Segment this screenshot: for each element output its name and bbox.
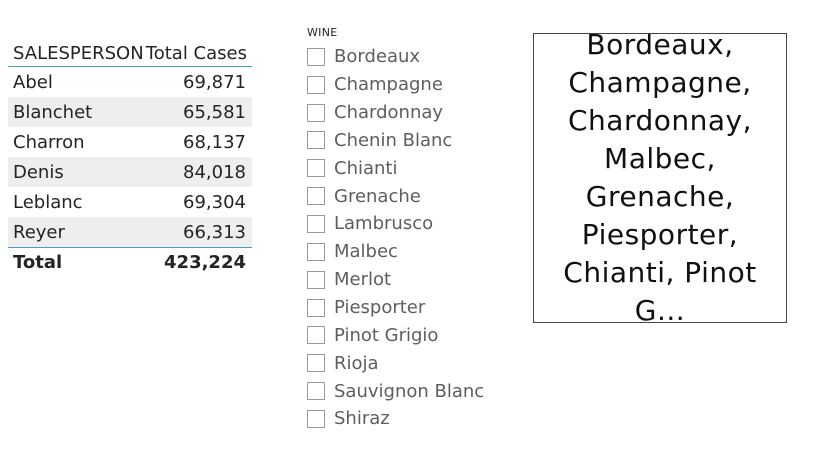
slicer-item[interactable]: Lambrusco [307,210,507,238]
card-line: Piesporter, [581,218,739,251]
salesperson-name: Denis [13,161,64,183]
checkbox[interactable] [307,103,325,122]
total-cases-value: 69,304 [183,191,246,213]
slicer-item[interactable]: Pinot Grigio [307,321,507,349]
table-row[interactable]: Abel 69,871 [8,67,252,97]
slicer-item-label: Sauvignon Blanc [334,380,485,402]
salesperson-name: Abel [13,71,53,93]
checkbox[interactable] [307,326,325,345]
checkbox[interactable] [307,131,325,150]
checkbox[interactable] [307,382,325,401]
slicer-item[interactable]: Shiraz [307,405,507,433]
checkbox[interactable] [307,159,325,178]
total-value: 423,224 [164,252,246,273]
total-cases-value: 68,137 [183,131,246,153]
card-line: Champagne, [568,66,752,99]
checkbox[interactable] [307,47,325,66]
card-line: Grenache, [585,180,735,213]
slicer-item[interactable]: Sauvignon Blanc [307,377,507,405]
checkbox[interactable] [307,242,325,261]
salesperson-name: Blanchet [13,101,93,123]
slicer-item[interactable]: Malbec [307,238,507,266]
column-header-total-cases[interactable]: Total Cases [145,43,247,64]
card-line: Bordeaux, [586,33,734,61]
slicer-item[interactable]: Chianti [307,154,507,182]
table-total-row: Total 423,224 [8,247,252,277]
salesperson-name: Reyer [13,221,65,243]
table-header-row: SALESPERSON Total Cases [8,24,252,67]
slicer-item-label: Chenin Blanc [334,129,453,151]
slicer-item[interactable]: Piesporter [307,294,507,322]
slicer-item[interactable]: Bordeaux [307,43,507,71]
column-header-salesperson[interactable]: SALESPERSON [13,43,144,64]
slicer-item-label: Shiraz [334,408,390,430]
slicer-item[interactable]: Chenin Blanc [307,127,507,155]
slicer-item-label: Champagne [334,74,443,96]
table-row[interactable]: Leblanc 69,304 [8,187,252,217]
table-row[interactable]: Charron 68,137 [8,127,252,157]
slicer-item-label: Chardonnay [334,102,444,124]
selected-wines-card: Bordeaux, Champagne, Chardonnay, Malbec, Gre… [533,33,787,323]
slicer-item-label: Bordeaux [334,46,421,68]
slicer-item[interactable]: Chardonnay [307,99,507,127]
checkbox[interactable] [307,187,325,206]
slicer-item[interactable]: Grenache [307,182,507,210]
checkbox[interactable] [307,75,325,94]
checkbox[interactable] [307,409,325,428]
card-value: Bordeaux, Champagne, Chardonnay, Malbec, Gre… [534,33,786,323]
slicer-item-label: Rioja [334,352,379,374]
table-row[interactable]: Blanchet 65,581 [8,97,252,127]
total-label: Total [13,252,63,273]
slicer-item-label: Piesporter [334,297,426,319]
card-line: Malbec, [604,142,716,175]
total-cases-value: 84,018 [183,161,246,183]
slicer-item[interactable]: Champagne [307,71,507,99]
salesperson-table: SALESPERSON Total Cases Abel 69,871 Blanch… [8,24,252,277]
slicer-item-label: Chianti [334,157,398,179]
total-cases-value: 66,313 [183,221,246,243]
checkbox[interactable] [307,270,325,289]
checkbox[interactable] [307,298,325,317]
table-row[interactable]: Denis 84,018 [8,157,252,187]
salesperson-name: Charron [13,131,85,153]
slicer-item[interactable]: Rioja [307,349,507,377]
table-body: Abel 69,871 Blanchet 65,581 Charron 68,137 Den… [8,67,252,247]
slicer-item-label: Pinot Grigio [334,324,439,346]
card-line: Chardonnay, [568,104,752,137]
salesperson-name: Leblanc [13,191,83,213]
slicer-title: WINE [307,26,338,39]
checkbox[interactable] [307,214,325,233]
table-row[interactable]: Reyer 66,313 [8,217,252,247]
total-cases-value: 65,581 [183,101,246,123]
slicer-item-label: Lambrusco [334,213,434,235]
slicer-item-label: Merlot [334,269,392,291]
slicer-item-label: Grenache [334,185,421,207]
slicer-list: Bordeaux Champagne Chardonnay Chenin Blanc C… [307,43,507,433]
slicer-item-label: Malbec [334,241,398,263]
wine-slicer: WINE Bordeaux Champagne Chardonnay Chenin B… [307,26,507,433]
checkbox[interactable] [307,354,325,373]
slicer-item[interactable]: Merlot [307,266,507,294]
card-line: Chianti, Pinot G... [563,256,757,323]
total-cases-value: 69,871 [183,71,246,93]
